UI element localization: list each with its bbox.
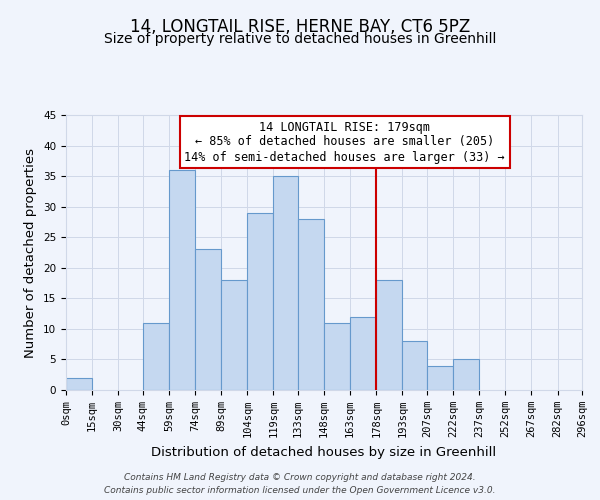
Bar (350, 316, 376, 390)
Text: Contains HM Land Registry data © Crown copyright and database right 2024.: Contains HM Land Registry data © Crown c… (124, 472, 476, 482)
Y-axis label: Number of detached properties: Number of detached properties (25, 148, 37, 358)
Bar (143, 323, 169, 390)
Bar (169, 170, 195, 390)
Bar (427, 366, 453, 390)
Text: 14 LONGTAIL RISE: 179sqm
← 85% of detached houses are smaller (205)
14% of semi-: 14 LONGTAIL RISE: 179sqm ← 85% of detach… (184, 120, 505, 164)
Bar (324, 323, 350, 390)
Bar (247, 213, 274, 390)
Text: 14, LONGTAIL RISE, HERNE BAY, CT6 5PZ: 14, LONGTAIL RISE, HERNE BAY, CT6 5PZ (130, 18, 470, 36)
Bar (221, 280, 247, 390)
Bar (274, 176, 298, 390)
Bar (403, 341, 427, 390)
Text: Size of property relative to detached houses in Greenhill: Size of property relative to detached ho… (104, 32, 496, 46)
X-axis label: Distribution of detached houses by size in Greenhill: Distribution of detached houses by size … (151, 446, 497, 458)
Bar (66, 378, 92, 390)
Bar (298, 219, 324, 390)
Bar (453, 360, 479, 390)
Bar (376, 280, 403, 390)
Bar (195, 250, 221, 390)
Text: Contains public sector information licensed under the Open Government Licence v3: Contains public sector information licen… (104, 486, 496, 495)
